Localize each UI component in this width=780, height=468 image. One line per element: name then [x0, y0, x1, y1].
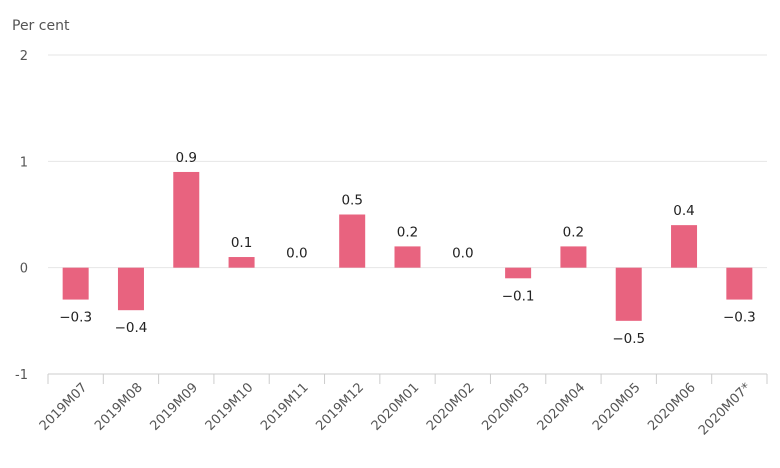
y-tick-label: 2 [20, 49, 28, 64]
bar [394, 246, 421, 268]
x-tick-label: 2019M08 [92, 380, 146, 434]
y-tick-label: 1 [20, 155, 28, 170]
x-tick-label: 2019M07 [37, 380, 91, 434]
data-label: 0.2 [563, 224, 584, 240]
y-axis-label: Per cent [12, 18, 70, 34]
x-tick-label: 2020M04 [535, 380, 589, 434]
bar [228, 257, 255, 268]
data-label: −0.5 [612, 331, 645, 347]
x-tick-label: 2020M06 [645, 380, 699, 434]
data-label: −0.3 [59, 310, 92, 326]
data-label: 0.1 [231, 235, 252, 251]
x-tick-label: 2020M07* [696, 380, 755, 439]
x-tick-label: 2019M11 [258, 380, 312, 434]
y-tick-label: 0 [20, 262, 28, 277]
data-label: 0.4 [673, 203, 694, 219]
bar [117, 267, 144, 311]
data-label: −0.3 [723, 310, 756, 326]
bar [173, 171, 200, 268]
x-axis [47, 373, 768, 384]
x-tick-label: 2020M01 [369, 380, 423, 434]
bar [505, 267, 532, 279]
bar [671, 225, 698, 268]
data-label: 0.9 [176, 150, 197, 166]
bar [62, 267, 89, 300]
y-tick-label: -1 [15, 368, 28, 383]
x-tick-label: 2019M09 [147, 380, 201, 434]
y-tick-labels: -1 0 1 2 [15, 49, 28, 383]
x-tick-label: 2020M02 [424, 380, 478, 434]
x-tick-label: 2019M12 [313, 380, 367, 434]
bar [726, 267, 753, 300]
x-tick-label: 2020M03 [479, 380, 533, 434]
data-label: 0.2 [397, 224, 418, 240]
data-label: −0.4 [115, 320, 148, 336]
x-tick-labels: 2019M07 2019M08 2019M09 2019M10 2019M11 2019M… [37, 380, 755, 439]
bars [62, 171, 753, 321]
x-tick-label: 2020M05 [590, 380, 644, 434]
bar [560, 246, 587, 268]
data-label: 0.5 [341, 193, 362, 209]
data-label: 0.0 [452, 246, 473, 262]
data-labels: −0.3 −0.4 0.9 0.1 0.0 0.5 0.2 0.0 −0.1 0.2 −0.5 0.4… [59, 150, 755, 347]
bar [339, 214, 366, 268]
x-tick-label: 2019M10 [203, 380, 257, 434]
bar [615, 267, 642, 321]
data-label: −0.1 [502, 288, 535, 304]
data-label: 0.0 [286, 246, 307, 262]
